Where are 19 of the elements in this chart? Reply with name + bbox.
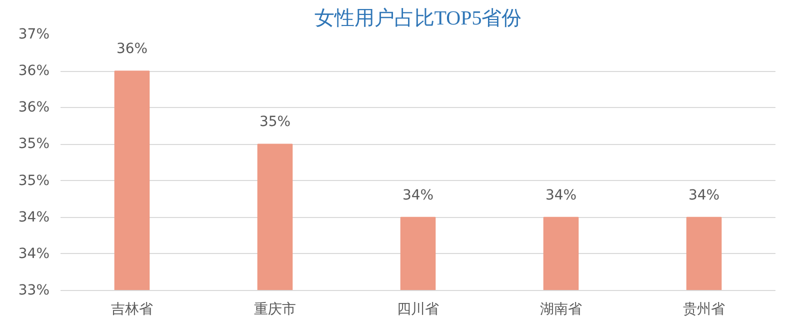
y-tick-label: 34%: [18, 246, 50, 262]
y-tick-label: 35%: [18, 172, 50, 189]
y-tick-label: 36%: [18, 63, 50, 80]
data-label: 34%: [545, 187, 577, 204]
x-tick-label: 重庆市: [254, 302, 296, 318]
x-tick-label: 贵州省: [683, 302, 725, 318]
chart-title: 女性用户占比TOP5省份: [314, 8, 522, 30]
y-tick-label: 33%: [18, 282, 50, 298]
data-label: 34%: [688, 187, 720, 204]
y-tick-label: 37%: [18, 26, 50, 42]
data-label: 34%: [402, 187, 434, 204]
y-tick-label: 35%: [18, 136, 50, 152]
x-tick-label: 湖南省: [540, 302, 582, 318]
y-tick-label: 34%: [18, 209, 50, 226]
data-label: 36%: [116, 41, 148, 58]
data-label: 35%: [259, 114, 291, 130]
y-tick-label: 36%: [18, 100, 50, 116]
x-tick-label: 吉林省: [111, 302, 153, 318]
x-tick-label: 四川省: [397, 302, 439, 318]
